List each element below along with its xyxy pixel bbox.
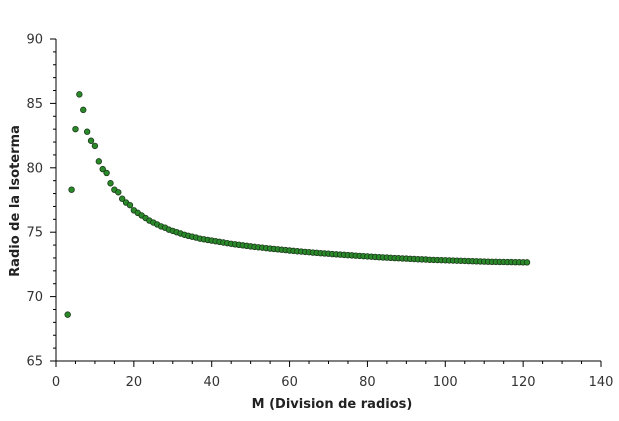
data-point xyxy=(64,311,71,318)
x-tick-label: 140 xyxy=(589,375,614,390)
data-point xyxy=(115,189,122,196)
data-point xyxy=(107,180,114,187)
x-tick-label: 100 xyxy=(433,375,458,390)
data-point xyxy=(87,137,95,144)
data-point xyxy=(91,142,99,150)
y-tick-label: 85 xyxy=(26,97,43,112)
data-point xyxy=(126,201,134,209)
x-tick-label: 60 xyxy=(281,375,298,390)
y-axis-title: Radio de la Isoterma xyxy=(8,125,23,277)
data-point xyxy=(95,158,103,165)
x-tick-label: 20 xyxy=(126,375,143,390)
x-axis-title: M (Division de radios) xyxy=(252,397,413,412)
data-point xyxy=(103,169,110,177)
data-points xyxy=(64,91,531,318)
y-tick-label: 70 xyxy=(26,290,43,305)
y-tick-label: 75 xyxy=(26,226,43,241)
data-point xyxy=(72,125,79,133)
x-tick-label: 40 xyxy=(203,375,220,390)
y-tick-label: 90 xyxy=(26,33,43,48)
tick-marks xyxy=(50,38,602,367)
data-point xyxy=(83,128,91,135)
data-point xyxy=(80,106,87,114)
data-point xyxy=(68,186,75,193)
data-point xyxy=(99,165,106,173)
data-point xyxy=(76,91,83,98)
y-tick-label: 65 xyxy=(26,355,43,370)
x-tick-label: 0 xyxy=(52,375,60,390)
data-point xyxy=(523,259,531,266)
x-tick-label: 80 xyxy=(359,375,376,390)
x-tick-label: 120 xyxy=(511,375,536,390)
tick-labels: 0 20 40 60 80 100 120 140 65 70 75 80 85 90 xyxy=(26,33,613,391)
y-tick-label: 80 xyxy=(26,161,43,176)
axes xyxy=(55,39,601,362)
data-point xyxy=(118,195,126,202)
